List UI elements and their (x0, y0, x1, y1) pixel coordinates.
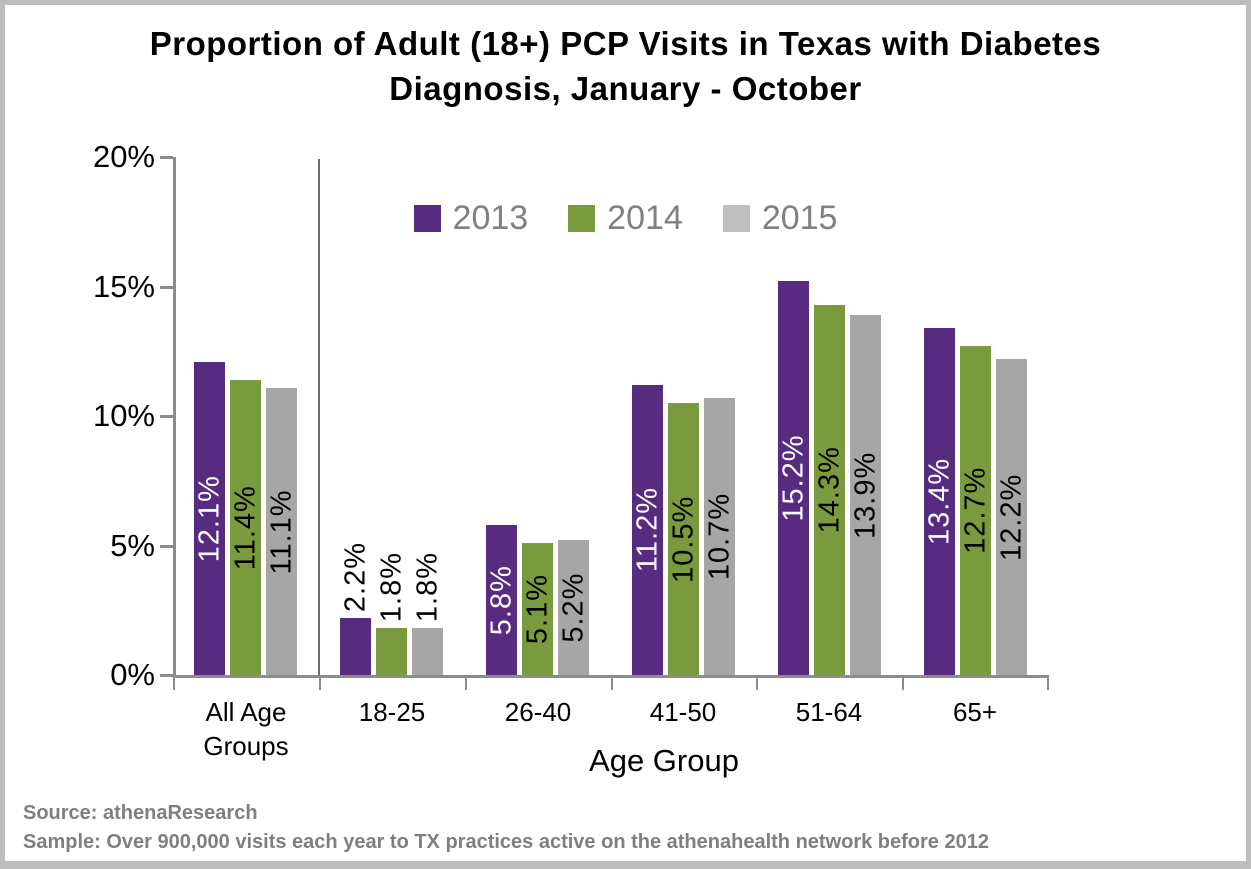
legend-item-2013: 2013 (413, 198, 529, 238)
bar-value-label: 5.1% (521, 573, 554, 644)
legend-label: 2015 (761, 198, 838, 237)
y-tick-label: 5% (110, 527, 155, 563)
x-axis-tick (1047, 677, 1049, 690)
y-tick-label: 15% (92, 268, 155, 304)
bar-2014-4 (814, 304, 845, 675)
bar-value-label: 11.2% (631, 487, 664, 573)
y-tick-label: 20% (92, 139, 155, 174)
y-axis-tick (160, 156, 173, 159)
bar-value-label: 1.8% (375, 552, 408, 623)
footer-sample: Sample: Over 900,000 visits each year to… (23, 831, 989, 853)
bar-value-label: 11.1% (265, 488, 298, 574)
footer-source: Source: athenaResearch (23, 802, 258, 824)
y-tick-label: 10% (92, 398, 155, 433)
divider-line (318, 159, 320, 675)
x-axis-title: Age Group (589, 743, 739, 778)
category-label: 26-40 (504, 697, 572, 727)
bar-value-label: 15.2% (777, 434, 810, 522)
bar-2013-0 (194, 361, 225, 675)
y-axis-tick (160, 674, 173, 677)
chart-title: Proportion of Adult (18+) PCP Visits in … (5, 21, 1246, 111)
bar-2015-2 (558, 540, 589, 675)
bar-2014-3 (668, 403, 699, 675)
x-axis-tick (465, 677, 467, 690)
bar-value-label: 11.4% (229, 484, 262, 570)
legend-label: 2014 (607, 198, 683, 237)
bar-2015-4 (850, 314, 881, 675)
x-axis-tick (173, 677, 175, 690)
legend-swatch-2014 (568, 204, 596, 232)
bar-2013-2 (486, 524, 517, 675)
bar-2014-2 (522, 542, 553, 675)
bar-value-label: 14.3% (813, 446, 846, 534)
bar-value-label: 12.2% (995, 473, 1028, 561)
bar-2015-3 (704, 397, 735, 675)
chart-title-line-1: Proportion of Adult (18+) PCP Visits in … (149, 25, 1102, 62)
bar-value-label: 12.1% (193, 474, 226, 562)
x-axis-tick (319, 677, 321, 690)
legend-swatch-2015 (722, 204, 750, 232)
chart-title-line-2: Diagnosis, January - October (389, 70, 862, 107)
bar-2014-0 (230, 379, 261, 675)
x-axis-tick (756, 677, 758, 690)
bar-2015-1 (412, 628, 443, 675)
legend-item-2015: 2015 (722, 198, 838, 238)
x-axis-tick (611, 677, 613, 690)
bar-2014-5 (960, 346, 991, 675)
y-axis-tick (160, 285, 173, 289)
legend-item-2014: 2014 (568, 199, 683, 238)
bar-2013-3 (632, 384, 663, 675)
category-label: All Age Groups (203, 697, 289, 761)
legend-label: 2013 (452, 198, 529, 237)
bar-value-label: 5.2% (557, 572, 590, 643)
category-label: 51-64 (795, 697, 863, 727)
category-label: 65+ (952, 697, 998, 727)
bar-2015-5 (996, 359, 1027, 675)
bar-value-label: 2.2% (339, 541, 372, 613)
bar-value-label: 5.8% (485, 564, 518, 635)
bar-value-label: 13.4% (923, 457, 956, 546)
x-axis-tick (902, 677, 904, 690)
bar-2013-4 (778, 281, 809, 675)
plot-area: 0% 5% 10% 15% 20% 12.1% 2.2% 5.8% 11.2% 15.2% 13.4… (93, 139, 1049, 761)
y-axis-tick (160, 415, 173, 418)
bar-value-label: 1.8% (411, 552, 444, 623)
x-axis-line (173, 675, 1049, 678)
legend: 2013 2014 2015 (5, 196, 1246, 240)
y-axis-line (173, 157, 176, 678)
legend-swatch-2013 (413, 204, 441, 232)
y-tick-label: 0% (110, 657, 155, 692)
category-label: 41-50 (649, 697, 717, 727)
bar-value-label: 13.9% (849, 451, 882, 539)
bar-value-label: 12.7% (959, 466, 992, 555)
bar-value-label: 10.7% (703, 492, 736, 581)
bar-2013-5 (924, 327, 955, 675)
bar-value-label: 10.5% (667, 495, 700, 583)
bar-2013-1 (340, 618, 371, 675)
bar-2014-1 (376, 628, 407, 675)
footer: Source: athenaResearch Sample: Over 900,… (23, 799, 1223, 857)
category-label: 18-25 (358, 697, 426, 727)
y-axis-tick (160, 544, 173, 548)
bar-2015-0 (266, 387, 297, 675)
